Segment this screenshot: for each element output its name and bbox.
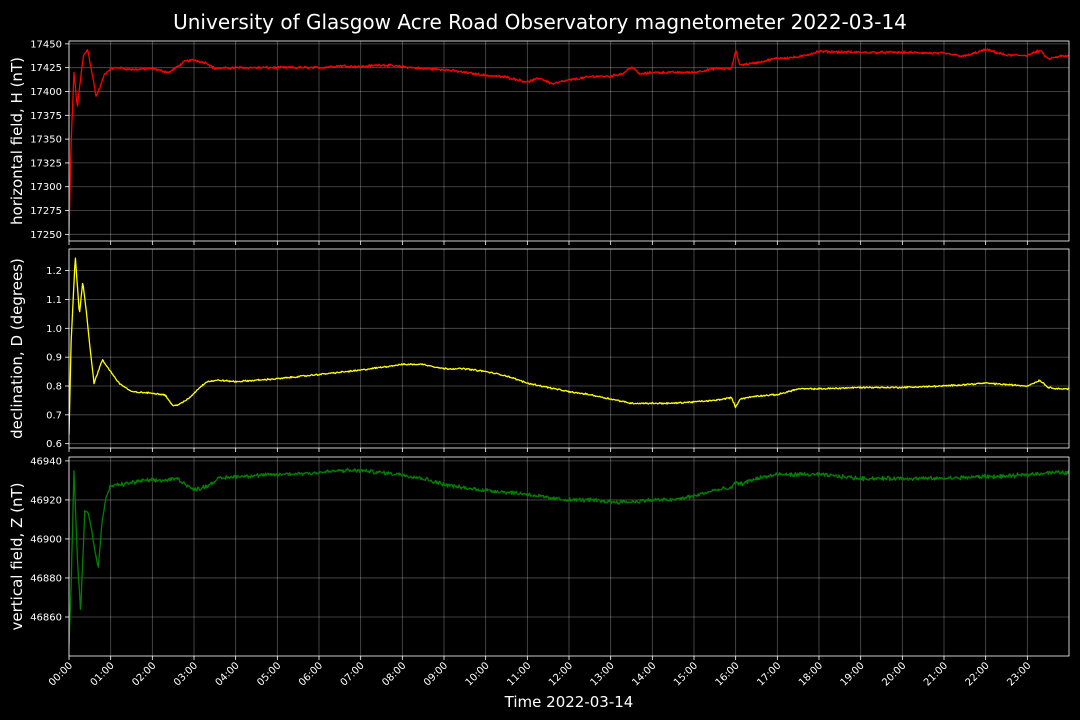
y-tick-label: 17325 (30, 158, 62, 169)
y-axis-label: declination, D (degrees) (8, 258, 26, 439)
y-tick-label: 17300 (30, 182, 62, 193)
y-tick-label: 0.8 (46, 381, 62, 392)
y-tick-label: 17425 (30, 63, 62, 74)
y-tick-label: 17275 (30, 206, 62, 217)
y-tick-label: 17250 (30, 230, 62, 241)
panel-1: 17250 17275 17300 17325 17350 17375 17400 17425… (8, 39, 1070, 245)
plot-frame (68, 456, 1070, 657)
y-tick-label: 17400 (30, 87, 62, 98)
plot-frame (68, 248, 1070, 449)
plot-frame (68, 40, 1070, 242)
figure-title: University of Glasgow Acre Road Observat… (173, 10, 907, 34)
series-line-3-1 (69, 467, 1069, 647)
y-tick-label: 46880 (30, 573, 62, 584)
y-tick-label: 46860 (30, 612, 62, 623)
series-line-2-1 (69, 257, 1069, 435)
y-tick-label: 0.9 (46, 353, 62, 364)
y-tick-label: 17450 (30, 39, 62, 50)
y-axis-label: horizontal field, H (nT) (8, 57, 26, 225)
y-tick-label: 46900 (30, 534, 62, 545)
panel-2: 0.6 0.7 0.8 0.9 1.0 1.1 1.2 declination, D (deg… (8, 248, 1070, 452)
y-tick-label: 1.0 (46, 324, 62, 335)
y-tick-label: 1.2 (46, 266, 62, 277)
y-axis-label: vertical field, Z (nT) (8, 482, 26, 630)
x-axis-label: Time 2022-03-14 (504, 693, 634, 711)
y-tick-label: 0.7 (46, 410, 62, 421)
series-line-1-1 (69, 48, 1069, 235)
y-tick-label: 46940 (30, 456, 62, 467)
y-tick-label: 1.1 (46, 295, 62, 306)
y-tick-label: 17375 (30, 111, 62, 122)
y-tick-label: 0.6 (46, 439, 62, 450)
y-tick-label: 17350 (30, 135, 62, 146)
y-tick-label: 46920 (30, 495, 62, 506)
